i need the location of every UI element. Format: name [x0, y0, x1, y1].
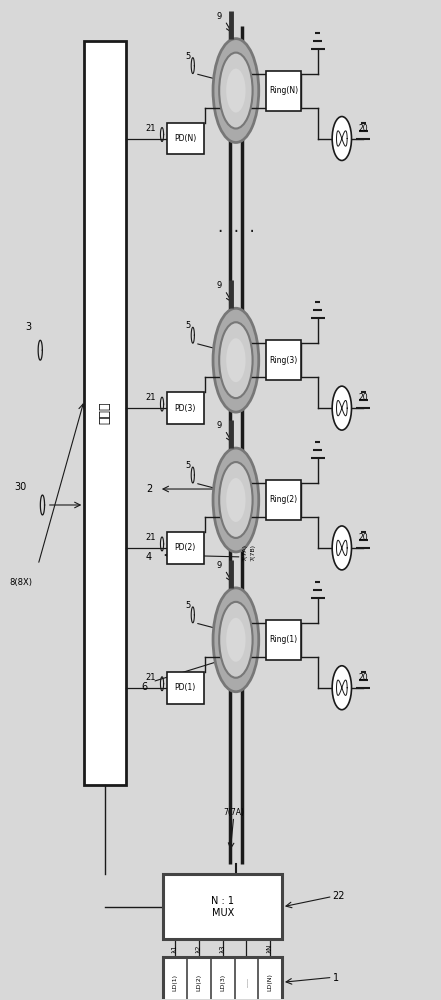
Text: 9: 9	[216, 12, 221, 21]
Bar	[84, 41, 126, 785]
Text: N : 1
MUX: N : 1 MUX	[211, 896, 234, 918]
Text: 6: 6	[142, 682, 147, 692]
Circle shape	[213, 448, 259, 552]
Text: PD(2): PD(2)	[175, 543, 196, 552]
Bar	[167, 532, 204, 564]
Text: LD(1): LD(1)	[173, 974, 178, 991]
Circle shape	[332, 526, 351, 570]
Bar	[266, 71, 301, 111]
Text: 21: 21	[146, 124, 156, 133]
Text: 9: 9	[216, 561, 221, 570]
Circle shape	[226, 338, 246, 382]
Bar	[266, 620, 301, 660]
Circle shape	[213, 588, 259, 692]
Text: λ3: λ3	[220, 944, 226, 953]
Text: 5: 5	[185, 461, 191, 470]
Circle shape	[226, 618, 246, 662]
Circle shape	[332, 117, 351, 160]
Text: ·  ·  ·: · · ·	[217, 223, 254, 241]
Text: 21: 21	[146, 673, 156, 682]
Bar	[163, 874, 282, 939]
Text: 20: 20	[359, 673, 368, 682]
Text: 20: 20	[359, 124, 368, 133]
Text: 制御器: 制御器	[99, 401, 112, 424]
Text: Ring(2): Ring(2)	[269, 495, 297, 504]
Bar	[163, 957, 282, 1000]
Text: Ring(N): Ring(N)	[269, 86, 298, 95]
Bar	[167, 672, 204, 704]
Text: PD(N): PD(N)	[174, 134, 196, 143]
Text: 7(7A): 7(7A)	[243, 544, 247, 561]
Text: 1: 1	[333, 973, 339, 983]
Text: 4: 4	[146, 552, 152, 562]
Bar	[266, 340, 301, 380]
Text: 22: 22	[333, 891, 345, 901]
Text: 7(7B): 7(7B)	[250, 544, 255, 561]
Text: 8(8X): 8(8X)	[10, 578, 33, 587]
Text: 2: 2	[146, 484, 152, 494]
Text: 5: 5	[185, 321, 191, 330]
Circle shape	[219, 462, 253, 538]
Circle shape	[213, 308, 259, 412]
Circle shape	[219, 602, 253, 678]
Text: Ring(1): Ring(1)	[269, 635, 297, 644]
Text: Ring(3): Ring(3)	[269, 356, 298, 365]
Circle shape	[219, 53, 253, 129]
Text: 30: 30	[14, 482, 26, 492]
Text: 21: 21	[146, 533, 156, 542]
Circle shape	[332, 386, 351, 430]
Circle shape	[219, 322, 253, 398]
Text: 7(7A): 7(7A)	[223, 808, 244, 817]
Text: 20: 20	[359, 393, 368, 402]
Text: LD(3): LD(3)	[220, 974, 225, 991]
Text: λ2: λ2	[196, 944, 202, 953]
Text: .....: .....	[244, 977, 249, 987]
Circle shape	[226, 69, 246, 113]
Circle shape	[226, 478, 246, 522]
Text: λ1: λ1	[172, 944, 178, 953]
Text: 9: 9	[216, 281, 221, 290]
Text: 9: 9	[216, 421, 221, 430]
Text: 20: 20	[359, 533, 368, 542]
Text: 5: 5	[185, 601, 191, 610]
Text: 3: 3	[25, 322, 31, 332]
Bar	[266, 480, 301, 520]
Bar	[167, 123, 204, 154]
Text: 21: 21	[146, 393, 156, 402]
Text: λN: λN	[267, 944, 273, 953]
Text: 5: 5	[185, 52, 191, 61]
Text: PD(3): PD(3)	[175, 404, 196, 413]
Circle shape	[332, 666, 351, 710]
Bar	[167, 392, 204, 424]
Text: PD(1): PD(1)	[175, 683, 196, 692]
Circle shape	[213, 39, 259, 142]
Text: LD(2): LD(2)	[196, 974, 202, 991]
Text: LD(N): LD(N)	[268, 973, 273, 991]
